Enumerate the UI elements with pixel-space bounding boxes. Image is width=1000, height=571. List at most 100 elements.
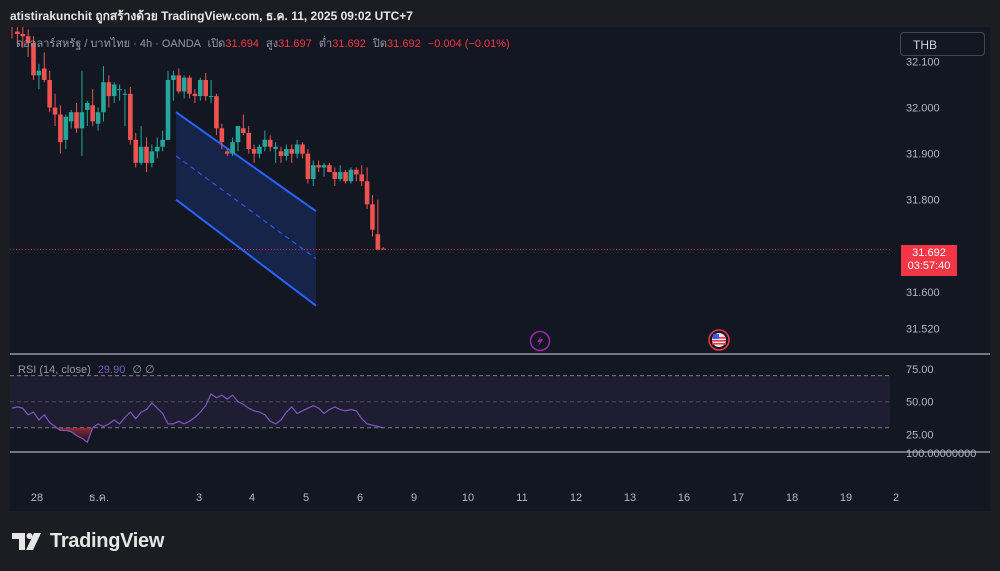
price-tick-label: 32.000: [906, 103, 940, 115]
currency-button[interactable]: THB: [900, 32, 985, 56]
time-tick-label: ธ.ค.: [89, 492, 109, 504]
candle-body: [310, 165, 316, 179]
candle-body: [305, 153, 311, 179]
candle: [176, 68, 182, 94]
low-label: ต่ำ: [318, 38, 333, 50]
candle-body: [90, 105, 95, 122]
time-tick-label: 9: [411, 492, 417, 504]
candle: [11, 27, 13, 39]
time-tick-label: 17: [732, 492, 744, 504]
candle: [31, 36, 36, 80]
rsi-tick-label: 75.00: [906, 364, 934, 376]
candle-body: [176, 75, 182, 92]
candle: [257, 144, 262, 159]
candle: [25, 29, 31, 57]
candle: [289, 144, 295, 163]
candle-body: [138, 146, 144, 163]
candle-body: [15, 31, 20, 34]
candle: [90, 89, 95, 127]
lightning-event-icon[interactable]: [529, 330, 551, 352]
candle: [181, 75, 187, 99]
brand-name: TradingView: [50, 529, 165, 552]
candle-body: [375, 234, 381, 250]
rsi-pane: 75.00 50.00 25.00 100.00000000: [10, 364, 976, 460]
price-tick-label: 32.100: [906, 57, 940, 69]
time-tick-label: 16: [678, 492, 690, 504]
candle-body: [359, 174, 364, 182]
candle: [321, 162, 327, 177]
candle-body: [47, 79, 52, 108]
candle-body: [257, 146, 262, 154]
candle-body: [289, 149, 295, 154]
candle-body: [337, 172, 343, 179]
candle: [300, 142, 305, 159]
candle: [375, 199, 381, 251]
candle-body: [181, 77, 187, 92]
change-value: −0.004 (−0.01%): [427, 38, 510, 50]
candle: [284, 144, 289, 161]
candle: [111, 82, 117, 103]
candle-body: [208, 96, 214, 98]
candle: [348, 167, 354, 184]
open-value: 31.694: [225, 38, 259, 50]
rsi-legend[interactable]: RSI (14, close) 29.90 ∅ ∅: [18, 363, 155, 376]
last-price-value: 31.692: [912, 247, 946, 259]
rsi-tick-label: 50.00: [906, 397, 934, 409]
candle: [68, 109, 74, 129]
candle: [36, 63, 42, 90]
candle: [74, 102, 79, 133]
tradingview-logo: TradingView: [12, 528, 164, 554]
candle-body: [300, 144, 305, 154]
candle: [149, 144, 155, 168]
candle: [305, 149, 311, 184]
candle-body: [25, 36, 31, 44]
candle: [230, 137, 235, 156]
candle-body: [380, 248, 386, 250]
time-tick-label: 3: [196, 492, 202, 504]
chart-panel[interactable]: 75.00 50.00 25.00 100.00000000 32.100 32.000…: [10, 27, 990, 511]
candle-body: [262, 139, 268, 147]
rsi-line: [11, 392, 384, 444]
time-tick-label: 13: [624, 492, 636, 504]
candle: [224, 149, 230, 156]
candle-body: [68, 112, 74, 122]
candle-body: [128, 93, 133, 140]
us-flag-event-icon[interactable]: [708, 329, 730, 351]
candle-body: [63, 116, 69, 140]
candle-body: [235, 126, 241, 143]
time-tick-label: 6: [357, 492, 363, 504]
candle: [251, 144, 257, 163]
chart-legend: ดอลลาร์สหรัฐ / บาทไทย · 4h · OANDA เปิด3…: [16, 34, 510, 52]
symbol-label[interactable]: ดอลลาร์สหรัฐ / บาทไทย · 4h · OANDA: [16, 38, 201, 50]
candle-body: [241, 128, 246, 133]
high-label: สูง: [266, 38, 279, 50]
candle-body: [321, 165, 327, 168]
candle: [52, 93, 58, 127]
candle-body: [214, 96, 219, 129]
rsi-extra: ∅ ∅: [132, 364, 155, 376]
rsi-label: RSI (14, close): [18, 364, 91, 376]
time-tick-label: 10: [462, 492, 474, 504]
candle: [273, 142, 278, 163]
candle-body: [267, 139, 273, 147]
candle-body: [230, 142, 235, 154]
candle: [15, 27, 20, 44]
channel-lower-line: [175, 198, 317, 307]
time-tick-label: 11: [516, 492, 527, 504]
candle: [310, 160, 316, 186]
candle: [63, 114, 69, 150]
candle: [354, 167, 359, 182]
tradingview-logo-icon: [12, 533, 41, 550]
candle-body: [284, 149, 289, 156]
candle: [241, 114, 246, 136]
candle: [95, 107, 101, 131]
candle-body: [101, 82, 106, 113]
candle: [117, 84, 122, 101]
candle-body: [251, 149, 257, 154]
candle-body: [348, 169, 354, 182]
candle: [160, 130, 165, 152]
candle-body: [224, 151, 230, 154]
candle-body: [41, 68, 47, 80]
chart-canvas[interactable]: 75.00 50.00 25.00 100.00000000 32.100 32.000…: [10, 27, 990, 511]
candle: [154, 137, 160, 159]
